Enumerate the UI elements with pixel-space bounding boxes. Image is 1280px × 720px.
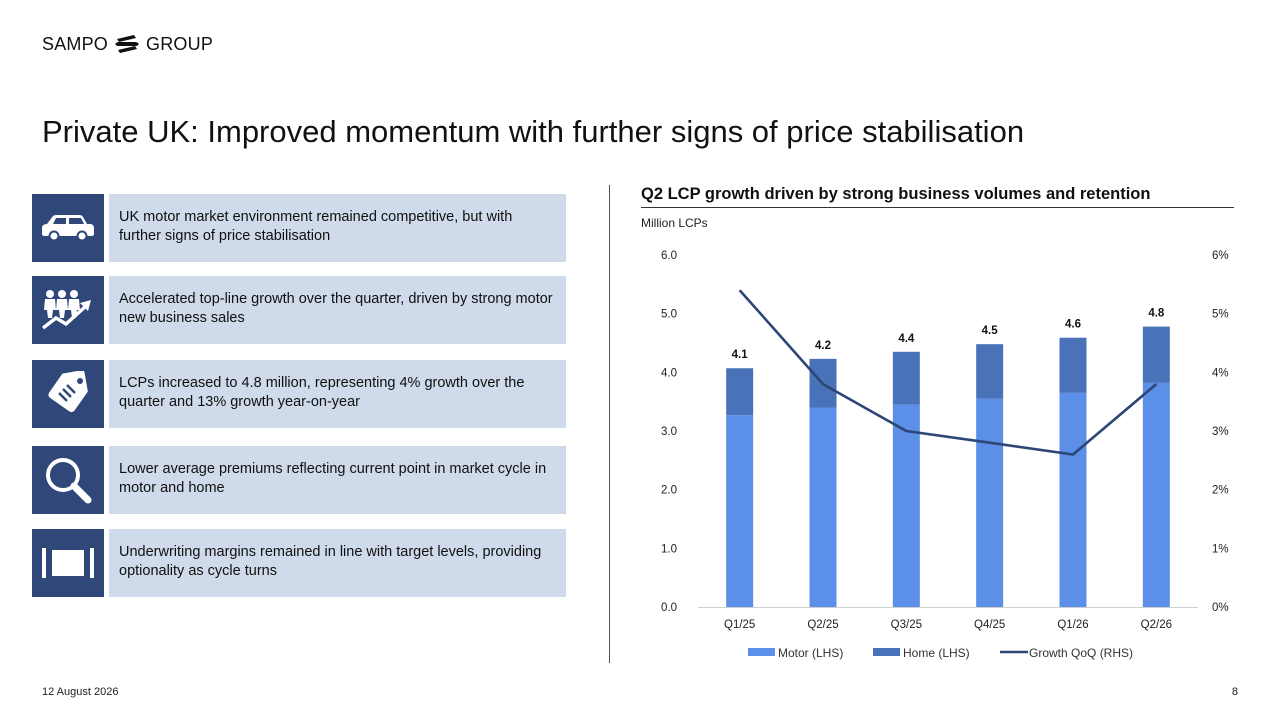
y2-tick-label: 4%: [1212, 367, 1229, 379]
page-number: 8: [1231, 686, 1238, 698]
y2-tick-label: 2%: [1212, 485, 1229, 497]
y-tick-label: 2.0: [661, 485, 677, 497]
legend-label: Growth QoQ (RHS): [1029, 646, 1133, 660]
sampo-group-logo: SAMPO GROUP: [42, 33, 213, 55]
y-tick-label: 4.0: [661, 367, 677, 379]
y2-tick-label: 5%: [1212, 309, 1229, 321]
logo-text-group: GROUP: [146, 33, 214, 54]
sampo-s-icon: [115, 35, 139, 53]
bullet-text: Lower average premiums reflecting curren…: [109, 446, 566, 514]
bullet-text: Accelerated top-line growth over the qua…: [109, 276, 566, 344]
car-icon: [32, 194, 104, 262]
chart-title-rule: [641, 207, 1234, 208]
home-bar: [892, 351, 920, 405]
y2-tick-label: 1%: [1212, 543, 1229, 555]
vertical-divider: [609, 185, 610, 663]
motor-bar: [976, 398, 1004, 607]
legend-swatch: [873, 648, 900, 656]
total-data-label: 4.6: [1065, 319, 1081, 331]
y-tick-label: 6.0: [661, 250, 677, 262]
y-tick-label: 0.0: [661, 602, 677, 614]
x-tick-label: Q3/25: [891, 619, 922, 631]
price-tag-icon: [32, 360, 104, 428]
margin-bars-icon: [32, 529, 104, 597]
bullet-item-premiums: Lower average premiums reflecting curren…: [32, 446, 566, 514]
legend-label: Home (LHS): [903, 646, 970, 660]
total-data-label: 4.8: [1148, 308, 1165, 320]
motor-bar: [1142, 382, 1170, 607]
slide-title: Private UK: Improved momentum with furth…: [42, 114, 1025, 149]
x-tick-label: Q1/26: [1057, 619, 1088, 631]
bullet-item-market: UK motor market environment remained com…: [32, 194, 566, 262]
bullet-text: LCPs increased to 4.8 million, represent…: [109, 360, 566, 428]
y2-tick-label: 3%: [1212, 426, 1229, 438]
motor-bar: [1059, 392, 1087, 607]
home-bar: [726, 368, 754, 416]
growth-qoq-line: [738, 289, 1158, 456]
motor-bar: [809, 407, 837, 607]
chart-title: Q2 LCP growth driven by strong business …: [641, 185, 1151, 203]
bullet-item-margins: Underwriting margins remained in line wi…: [32, 529, 566, 597]
y-tick-label: 1.0: [661, 543, 677, 555]
total-data-label: 4.5: [982, 325, 999, 337]
home-bar: [1059, 337, 1087, 393]
bullet-text: Underwriting margins remained in line wi…: [109, 529, 566, 597]
y2-tick-label: 6%: [1212, 250, 1229, 262]
total-data-label: 4.2: [815, 340, 831, 352]
x-tick-label: Q2/25: [807, 619, 838, 631]
bullet-item-growth: Accelerated top-line growth over the qua…: [32, 276, 566, 344]
lcp-stacked-bar-chart: 0.0 1.0 2.0 3.0 4.0 5.0 6.0 0% 1% 2% 3% 4% 5% 6% 4.1 Q1…: [661, 250, 1229, 660]
legend-swatch: [748, 648, 775, 656]
bullet-text: UK motor market environment remained com…: [109, 194, 566, 262]
logo-text-sampo: SAMPO: [42, 33, 109, 54]
y-tick-label: 5.0: [661, 309, 677, 321]
total-data-label: 4.4: [898, 333, 915, 345]
x-tick-label: Q2/26: [1141, 619, 1172, 631]
chart-unit-label: Million LCPs: [641, 216, 708, 230]
home-bar: [1142, 326, 1170, 383]
magnifier-icon: [32, 446, 104, 514]
total-data-label: 4.1: [732, 349, 749, 361]
bullet-item-lcp: LCPs increased to 4.8 million, represent…: [32, 360, 566, 428]
x-tick-label: Q1/25: [724, 619, 755, 631]
y2-tick-label: 0%: [1212, 602, 1229, 614]
growth-people-icon: [32, 276, 104, 344]
y-tick-label: 3.0: [661, 426, 677, 438]
x-tick-label: Q4/25: [974, 619, 1005, 631]
footer-date: 12 August 2026: [42, 686, 119, 698]
motor-bar: [726, 415, 754, 607]
home-bar: [976, 344, 1004, 399]
legend-label: Motor (LHS): [778, 646, 843, 660]
motor-bar: [892, 404, 920, 607]
